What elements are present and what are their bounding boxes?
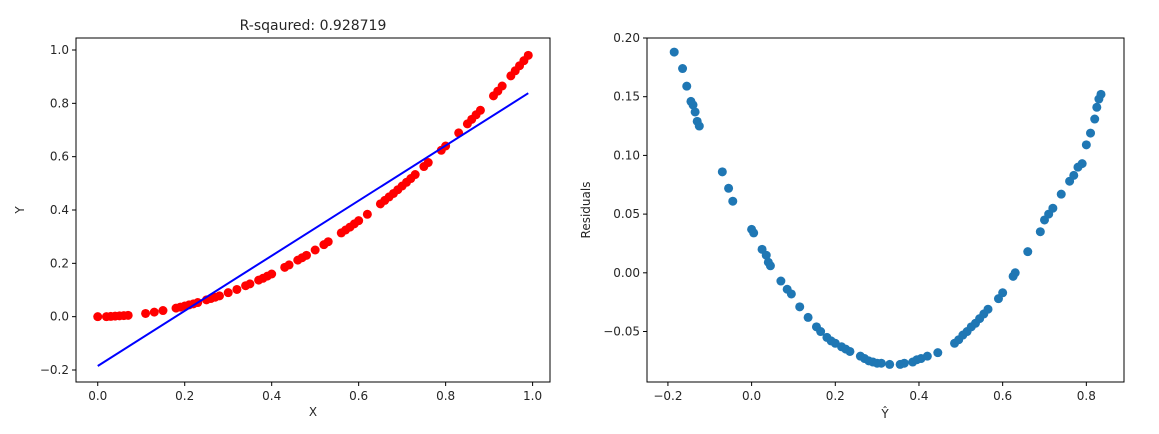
left-plot-point — [475, 105, 485, 115]
left-plot-x-tick-label: 0.8 — [436, 389, 455, 403]
left-plot-x-axis-label: X — [309, 405, 317, 419]
right-plot-ticks: −0.2 0.0 0.2 0.4 0.6 0.8 −0.05 0.00 0.05 0.10 0.15… — [603, 31, 1096, 403]
right-plot-marks — [669, 47, 1106, 369]
left-plot-frame — [75, 37, 551, 383]
right-plot-point — [899, 358, 909, 368]
right-plot-y-axis-label: Residuals — [579, 182, 593, 239]
right-plot-point — [1090, 114, 1100, 124]
right-plot-point — [803, 312, 813, 322]
right-plot-point — [690, 107, 700, 117]
right-plot-point — [1096, 89, 1106, 99]
left-plot-y-tick-label: 0.8 — [50, 96, 69, 110]
right-plot-point — [786, 289, 796, 299]
left-plot-point — [141, 308, 151, 318]
right-plot: −0.2 0.0 0.2 0.4 0.6 0.8 −0.05 0.00 0.05 0.10 0.15… — [579, 31, 1125, 421]
right-plot-point — [749, 228, 759, 238]
right-plot-point — [933, 348, 943, 358]
right-plot-point — [669, 47, 679, 57]
right-plot-point — [1081, 140, 1091, 150]
right-plot-point — [678, 64, 688, 74]
right-plot-point — [688, 100, 698, 110]
left-plot-point — [284, 260, 294, 270]
right-plot-point — [876, 358, 886, 368]
left-plot-point — [497, 81, 507, 91]
left-plot-x-tick-label: 0.6 — [349, 389, 368, 403]
left-plot-y-tick-label: 0.6 — [50, 150, 69, 164]
left-plot-point — [323, 237, 333, 247]
left-plot-point — [410, 170, 420, 180]
right-plot-point — [1069, 170, 1079, 180]
right-plot-point — [1086, 128, 1096, 138]
left-plot-ticks: 0.0 0.2 0.4 0.6 0.8 1.0 −0.2 0.0 0.2 0.4 0.6 0.8 1.0 — [40, 43, 542, 403]
right-plot-point — [885, 359, 895, 369]
left-plot-point — [523, 50, 533, 60]
right-plot-point — [682, 81, 692, 91]
right-plot-point — [694, 121, 704, 131]
right-plot-point — [724, 183, 734, 193]
right-plot-x-tick-label: 0.6 — [993, 389, 1012, 403]
right-plot-x-axis-label: Ŷ — [880, 406, 889, 421]
left-plot-point — [301, 250, 311, 260]
right-plot-x-tick-label: 0.8 — [1077, 389, 1096, 403]
right-plot-x-tick-label: 0.2 — [826, 389, 845, 403]
left-plot-x-tick-label: 0.0 — [88, 389, 107, 403]
left-plot-y-tick-label: 0.2 — [50, 256, 69, 270]
right-plot-point — [795, 302, 805, 312]
left-plot-point — [93, 312, 103, 322]
right-plot-x-tick-label: 0.4 — [909, 389, 928, 403]
left-plot-point — [245, 279, 255, 289]
right-plot-point — [922, 351, 932, 361]
right-plot-point — [1077, 159, 1087, 169]
right-plot-point — [1048, 203, 1058, 213]
left-plot-point — [149, 307, 159, 317]
right-plot-point — [1023, 247, 1033, 257]
right-plot-frame — [646, 37, 1125, 383]
left-plot-x-tick-label: 0.2 — [175, 389, 194, 403]
right-plot-y-tick-label: 0.00 — [613, 266, 640, 280]
left-plot-fit-line — [97, 92, 529, 367]
left-plot-point — [423, 158, 433, 168]
right-plot-point — [765, 261, 775, 271]
left-plot-point — [232, 284, 242, 294]
left-plot-marks — [93, 50, 533, 367]
right-plot-point — [1056, 189, 1066, 199]
right-plot-point — [1035, 227, 1045, 237]
left-plot-x-tick-label: 1.0 — [523, 389, 542, 403]
right-plot-y-tick-label: 0.15 — [613, 90, 640, 104]
right-plot-x-tick-label: 0.0 — [742, 389, 761, 403]
right-plot-y-tick-label: 0.10 — [613, 148, 640, 162]
left-plot-point — [158, 306, 168, 316]
left-plot-point — [123, 310, 133, 320]
right-plot-x-tick-label: −0.2 — [653, 389, 682, 403]
left-plot-point — [223, 288, 233, 298]
left-plot-y-tick-label: 0.4 — [50, 203, 69, 217]
right-plot-point — [1092, 102, 1102, 112]
right-plot-point — [776, 276, 786, 286]
left-plot-point — [354, 216, 364, 226]
right-plot-point — [983, 304, 993, 314]
left-plot-x-tick-label: 0.4 — [262, 389, 281, 403]
left-plot-y-tick-label: 0.0 — [50, 310, 69, 324]
right-plot-point — [816, 327, 826, 337]
right-plot-y-tick-label: 0.20 — [613, 31, 640, 45]
right-plot-point — [728, 196, 738, 206]
left-plot-point — [215, 291, 224, 301]
right-plot-y-tick-label: −0.05 — [603, 325, 640, 339]
left-plot-point — [267, 269, 277, 279]
left-plot-point — [362, 209, 372, 219]
right-plot-point — [1010, 268, 1020, 278]
right-plot-point — [998, 288, 1008, 298]
right-plot-y-tick-label: 0.05 — [613, 207, 640, 221]
right-plot-point — [761, 250, 771, 260]
right-plot-point — [845, 346, 855, 356]
left-plot: 0.0 0.2 0.4 0.6 0.8 1.0 −0.2 0.0 0.2 0.4 0.6 0.8 1.0… — [13, 18, 551, 419]
left-plot-y-axis-label: Y — [13, 206, 27, 215]
left-plot-title: R-sqaured: 0.928719 — [240, 18, 387, 34]
left-plot-y-tick-label: −0.2 — [40, 363, 69, 377]
left-plot-point — [310, 245, 320, 255]
left-plot-y-tick-label: 1.0 — [50, 43, 69, 57]
right-plot-point — [717, 167, 727, 177]
